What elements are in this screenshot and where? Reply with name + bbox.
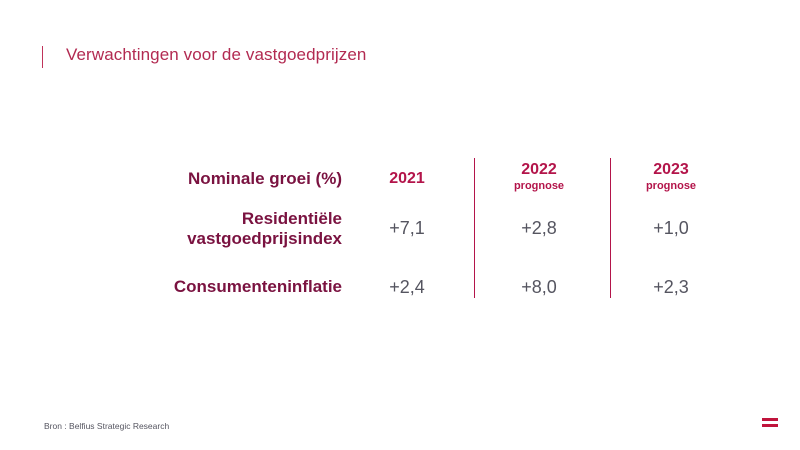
column-year-2021: 2021 bbox=[389, 170, 425, 187]
row-label-line: vastgoedprijsindex bbox=[187, 229, 342, 248]
table-cell: +1,0 bbox=[653, 218, 689, 238]
column-year-2022: 2022 bbox=[521, 161, 557, 178]
table-cell: +8,0 bbox=[521, 277, 557, 297]
column-divider bbox=[474, 158, 475, 298]
column-year-2023: 2023 bbox=[653, 161, 689, 178]
column-sub-2023: prognose bbox=[645, 180, 697, 192]
row-label-inflation: Consumenteninflatie bbox=[173, 277, 342, 296]
table-cell: +7,1 bbox=[389, 218, 425, 238]
row-label-residential: Residentiële vastgoedprijsindex bbox=[187, 209, 342, 249]
column-divider bbox=[610, 158, 611, 298]
row-label-line: Residentiële bbox=[241, 209, 342, 228]
source-note: Bron : Belfius Strategic Research bbox=[44, 421, 170, 431]
table-cell: +2,8 bbox=[521, 218, 557, 238]
header-label: Nominale groei (%) bbox=[188, 169, 342, 188]
table-cell: +2,3 bbox=[653, 277, 689, 297]
belfius-logo-icon bbox=[762, 417, 778, 429]
table-cell: +2,4 bbox=[389, 277, 425, 297]
slide-title: Verwachtingen voor de vastgoedprijzen bbox=[66, 45, 367, 64]
title-accent-bar bbox=[42, 46, 43, 68]
column-sub-2022: prognose bbox=[513, 180, 565, 192]
